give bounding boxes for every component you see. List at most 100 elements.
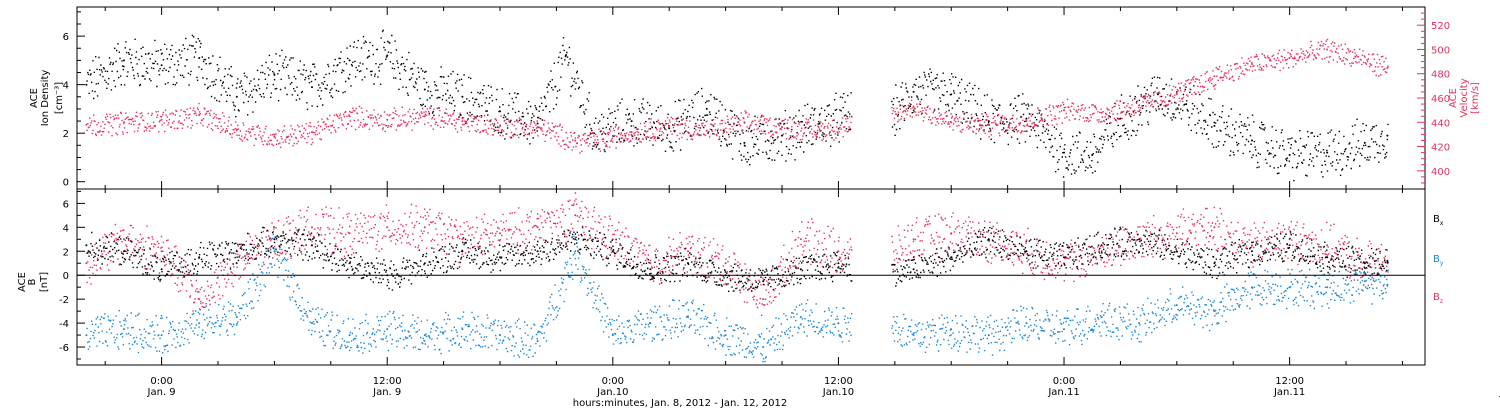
bx-series-point (85, 244, 88, 247)
velocity-series-point (1025, 120, 1028, 123)
bz-series-point (348, 232, 351, 235)
velocity-series-point (1251, 63, 1253, 65)
bx-series-point (762, 280, 765, 283)
bx-series-point (687, 262, 689, 265)
x-tick-label-time: 0:00 (150, 376, 172, 387)
by-series-point (311, 322, 313, 325)
bx-series-point (311, 244, 313, 247)
bz-series-point (386, 226, 389, 229)
bx-series-point (1025, 250, 1028, 253)
velocity-series-point (630, 131, 633, 133)
density-tick-label: 6 (63, 32, 69, 43)
density-series-point (987, 120, 990, 123)
density-label-line2: Ion Density (40, 70, 51, 127)
b-tick-label: -6 (59, 343, 69, 354)
density-series-point (705, 107, 708, 110)
bz-series (86, 192, 1389, 316)
density-series-point (348, 59, 351, 62)
by-series-point (1288, 286, 1291, 289)
bx-series-point (1386, 259, 1389, 262)
velocity-series-point (1386, 66, 1389, 69)
velocity-series-point (1213, 75, 1216, 78)
bz-series-point (912, 238, 915, 241)
by-series-point (1326, 286, 1329, 289)
bx-series-point (1326, 256, 1329, 259)
by-series-point (724, 334, 727, 337)
bx-series-point (649, 268, 652, 271)
velocity-series-point (1288, 57, 1291, 59)
velocity-tick-label: 480 (1431, 70, 1450, 81)
bx-series-point (912, 268, 915, 271)
bz-series-point (499, 232, 501, 235)
density-series-point (781, 134, 783, 137)
density-series-point (912, 90, 915, 93)
bz-series-point (1213, 226, 1216, 229)
velocity-series-point (743, 121, 746, 124)
density-series-point (630, 120, 633, 123)
x-tick-label-date: Jan.11 (1273, 387, 1305, 398)
velocity-tick-label: 500 (1431, 45, 1450, 56)
density-series-point (386, 54, 389, 57)
velocity-series-point (386, 118, 389, 121)
x-tick-label-date: Jan. 9 (372, 387, 401, 398)
by-series-point (386, 328, 389, 331)
density-series-point (123, 59, 125, 62)
bz-series-point (198, 298, 201, 301)
velocity-series-point (348, 115, 351, 118)
b-label-line3: [nT] (39, 272, 50, 292)
by-series-point (987, 334, 990, 337)
legend-by-sub: y (1440, 260, 1444, 267)
velocity-series-point (198, 114, 201, 116)
by-series-point (1213, 310, 1216, 313)
legend-by: By (1433, 254, 1444, 267)
by-series-point (1386, 283, 1389, 286)
density-series-point (1063, 151, 1065, 154)
b-tick-label: -4 (59, 319, 69, 330)
bx-series-point (1251, 250, 1253, 253)
density-series-point (1091, 154, 1094, 156)
by-series-point (461, 328, 464, 331)
b-label-line1: ACE (17, 272, 28, 292)
bx-series-point (1213, 262, 1216, 265)
by-series-point (423, 334, 426, 337)
bx-series-point (160, 268, 163, 271)
by-series-point (499, 334, 501, 337)
bz-series-point (123, 238, 125, 241)
density-tick-label: 0 (63, 178, 69, 189)
bz-series-point (799, 238, 802, 241)
by-series-point (160, 334, 163, 337)
velocity-series-point (123, 121, 125, 124)
velocity-series-point (1138, 104, 1141, 107)
density-series-point (499, 110, 501, 113)
x-tick-label-time: 12:00 (373, 376, 402, 387)
velocity-series-point (987, 123, 990, 126)
bx-series-point (987, 238, 990, 241)
by-series-point (1063, 328, 1065, 331)
density-series-point (950, 93, 953, 96)
by-series-point (123, 328, 125, 331)
bx-series-point (423, 262, 426, 265)
top-panel-frame (76, 6, 1426, 190)
x-tick-label-time: 12:00 (824, 376, 853, 387)
bz-series-point (160, 250, 163, 253)
velocity-series-point (423, 115, 426, 118)
legend-bz-base: B (1433, 292, 1440, 303)
density-series-point (818, 122, 821, 125)
velocity-series-point (781, 126, 783, 129)
top-left-axis-title: ACE Ion Density [cm⁻³] (29, 70, 65, 127)
velocity-series-point (602, 138, 605, 141)
bz-series-point (687, 250, 689, 253)
b-tick-label: -2 (59, 295, 69, 306)
by-series-point (1175, 304, 1178, 307)
bz-series-point (724, 262, 727, 265)
density-series-point (1185, 103, 1188, 106)
by-series-point (1363, 280, 1366, 283)
by-series-point (950, 328, 953, 331)
bz-series-point (649, 262, 652, 265)
by-series-point (799, 316, 802, 319)
velocity-series-point (1175, 92, 1178, 95)
by-series-point (574, 250, 577, 253)
bx-series-point (799, 268, 802, 271)
density-series-point (423, 88, 426, 91)
